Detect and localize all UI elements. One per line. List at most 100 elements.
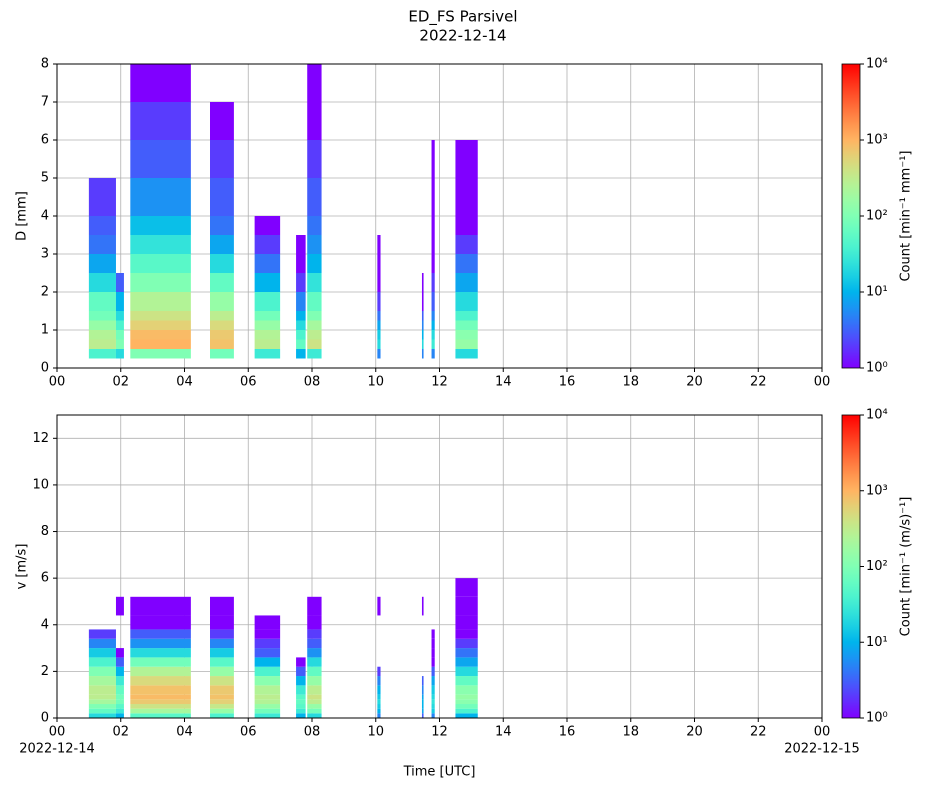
cell xyxy=(130,102,191,140)
cell xyxy=(254,330,281,340)
cell xyxy=(377,694,381,700)
cell xyxy=(115,292,124,311)
plot-frame xyxy=(56,63,823,369)
cell xyxy=(130,704,191,709)
cell xyxy=(115,339,124,349)
cell xyxy=(210,704,234,709)
cell xyxy=(130,676,191,686)
cell xyxy=(88,339,116,349)
cell xyxy=(130,708,191,714)
cell xyxy=(254,339,281,349)
cell xyxy=(455,596,478,616)
cell xyxy=(421,273,424,292)
cell xyxy=(307,596,322,616)
cell xyxy=(455,140,478,178)
chart-subtitle: 2022-12-14 xyxy=(419,27,506,45)
cell xyxy=(377,704,381,709)
cell xyxy=(296,708,306,714)
cell xyxy=(210,699,234,705)
x-tick-label: 18 xyxy=(622,725,639,740)
cell xyxy=(130,713,191,718)
x-tick-label: 04 xyxy=(176,725,193,740)
y-axis-label: D [mm] xyxy=(15,191,30,241)
cell xyxy=(455,235,478,254)
cell xyxy=(130,320,191,330)
cell xyxy=(431,216,435,235)
cell xyxy=(431,349,435,359)
cell xyxy=(115,330,124,340)
cell xyxy=(296,713,306,718)
cell xyxy=(130,699,191,705)
cell xyxy=(431,638,435,649)
cell xyxy=(88,273,116,292)
cell xyxy=(421,694,424,700)
y-tick-label: 5 xyxy=(41,171,49,186)
cell xyxy=(254,349,281,359)
cell xyxy=(254,713,281,718)
cell xyxy=(455,330,478,340)
cell xyxy=(421,330,424,340)
colorbar-tick-label: 10² xyxy=(866,559,888,574)
cell xyxy=(130,254,191,273)
cell xyxy=(431,708,435,714)
cell xyxy=(455,578,478,597)
cell xyxy=(210,638,234,649)
cell xyxy=(88,311,116,321)
cell xyxy=(431,292,435,311)
cell xyxy=(296,349,306,359)
cell xyxy=(377,235,381,254)
cell xyxy=(210,666,234,677)
cell xyxy=(130,638,191,649)
cell xyxy=(377,339,381,349)
cell xyxy=(88,638,116,649)
cell xyxy=(421,311,424,321)
x-tick-label: 04 xyxy=(176,375,193,390)
cell xyxy=(307,64,322,102)
cell xyxy=(115,596,124,616)
cell xyxy=(115,694,124,700)
cell xyxy=(296,657,306,667)
cell xyxy=(296,699,306,705)
cell xyxy=(88,254,116,273)
colorbar-tick-label: 10⁴ xyxy=(866,57,888,72)
cell xyxy=(455,254,478,273)
cell xyxy=(88,320,116,330)
cell xyxy=(431,666,435,677)
cell xyxy=(210,216,234,235)
y-tick-label: 7 xyxy=(41,95,49,110)
cell xyxy=(88,685,116,695)
cell xyxy=(455,713,478,718)
cell xyxy=(431,685,435,695)
cell xyxy=(431,254,435,273)
cell xyxy=(377,708,381,714)
x-tick-label: 00 xyxy=(49,725,66,740)
cell xyxy=(431,140,435,178)
cell xyxy=(455,685,478,695)
y-tick-label: 6 xyxy=(41,133,49,148)
cell xyxy=(421,713,424,718)
x-tick-label: 14 xyxy=(495,375,512,390)
y-tick-label: 4 xyxy=(41,209,49,224)
cell xyxy=(210,102,234,140)
cell xyxy=(455,704,478,709)
cell xyxy=(377,676,381,686)
cell xyxy=(115,349,124,359)
cell xyxy=(115,648,124,658)
cell xyxy=(421,685,424,695)
cell xyxy=(210,140,234,178)
cell xyxy=(88,713,116,718)
cell xyxy=(130,292,191,311)
y-tick-label: 10 xyxy=(32,477,49,492)
x-tick-label: 00 xyxy=(49,375,66,390)
cell xyxy=(296,292,306,311)
cell xyxy=(307,629,322,639)
cell xyxy=(115,311,124,321)
cell xyxy=(115,713,124,718)
x-date-label: 2022-12-15 xyxy=(784,742,860,757)
cell xyxy=(88,699,116,705)
cell xyxy=(210,292,234,311)
cell xyxy=(210,657,234,667)
cell xyxy=(254,629,281,639)
cell xyxy=(130,216,191,235)
cell xyxy=(377,596,381,616)
